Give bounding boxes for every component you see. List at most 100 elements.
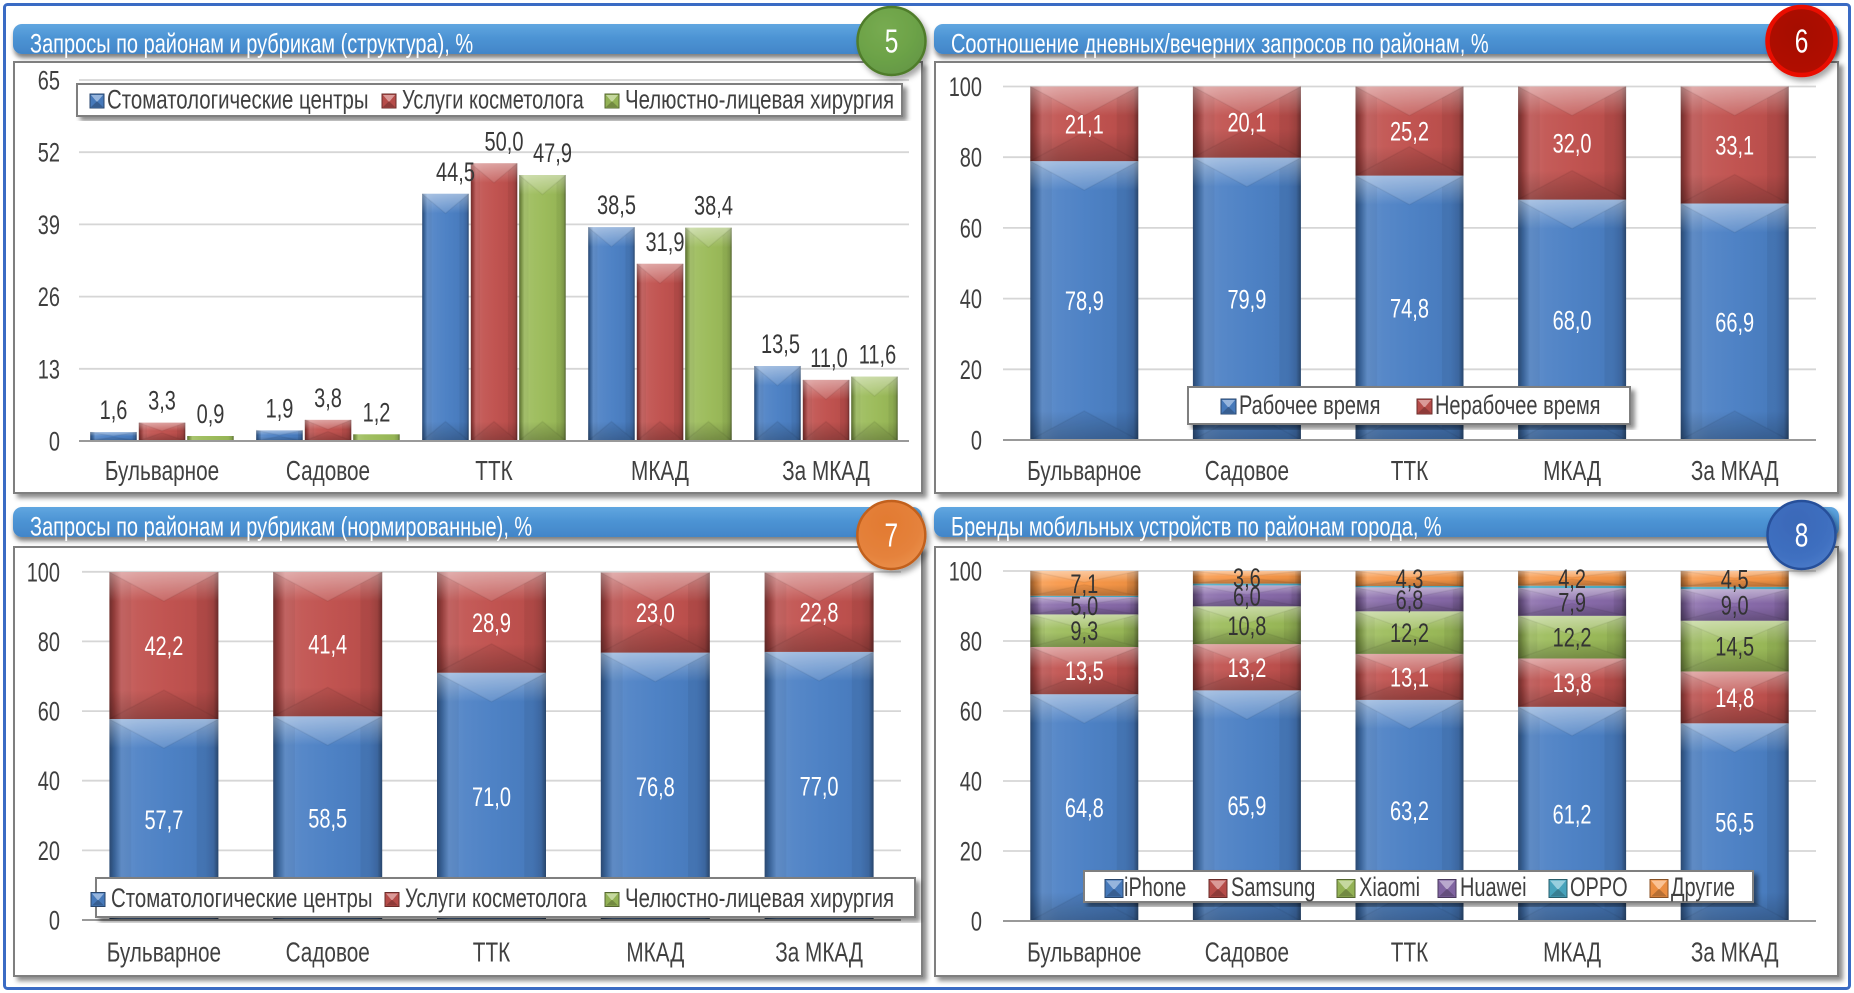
svg-text:22,8: 22,8 [800, 598, 839, 628]
svg-text:За МКАД: За МКАД [1691, 937, 1779, 968]
svg-text:8: 8 [1795, 517, 1809, 554]
svg-text:28,9: 28,9 [472, 608, 511, 638]
svg-text:1,9: 1,9 [266, 393, 294, 423]
svg-text:80: 80 [960, 143, 982, 173]
svg-text:100: 100 [949, 557, 982, 587]
svg-text:Samsung: Samsung [1231, 872, 1315, 902]
svg-text:6,0: 6,0 [1233, 581, 1261, 611]
svg-text:МКАД: МКАД [1543, 455, 1601, 486]
svg-text:12,2: 12,2 [1390, 618, 1429, 648]
svg-text:42,2: 42,2 [144, 631, 183, 661]
svg-text:ТТК: ТТК [475, 455, 513, 486]
svg-text:4,5: 4,5 [1721, 564, 1749, 594]
svg-text:9,3: 9,3 [1070, 616, 1098, 646]
svg-text:11,6: 11,6 [859, 340, 896, 370]
svg-text:14,5: 14,5 [1715, 632, 1754, 662]
svg-text:20: 20 [960, 355, 982, 385]
svg-text:Бульварное: Бульварное [1027, 937, 1141, 968]
svg-text:21,1: 21,1 [1065, 109, 1104, 139]
svg-text:9,0: 9,0 [1721, 591, 1749, 621]
svg-text:7,1: 7,1 [1070, 569, 1098, 599]
svg-text:61,2: 61,2 [1553, 799, 1592, 829]
svg-text:14,8: 14,8 [1715, 683, 1754, 713]
svg-text:65,9: 65,9 [1227, 791, 1266, 821]
svg-text:74,8: 74,8 [1390, 293, 1429, 323]
svg-text:Нерабочее время: Нерабочее время [1435, 390, 1601, 420]
svg-text:13,1: 13,1 [1390, 662, 1429, 692]
svg-text:41,4: 41,4 [308, 630, 347, 660]
svg-text:Садовое: Садовое [286, 455, 370, 486]
svg-text:За МКАД: За МКАД [1691, 455, 1779, 486]
svg-text:13,5: 13,5 [1065, 656, 1104, 686]
svg-text:OPPO: OPPO [1570, 872, 1628, 902]
svg-text:52: 52 [38, 138, 60, 168]
svg-text:66,9: 66,9 [1715, 307, 1754, 337]
svg-text:Huawei: Huawei [1460, 872, 1527, 902]
svg-text:Садовое: Садовое [1205, 937, 1289, 968]
svg-text:40: 40 [960, 767, 982, 797]
svg-text:25,2: 25,2 [1390, 117, 1429, 147]
svg-text:80: 80 [960, 627, 982, 657]
svg-text:Бульварное: Бульварное [105, 455, 219, 486]
svg-text:Услуги косметолога: Услуги косметолога [405, 883, 588, 913]
svg-text:23,0: 23,0 [636, 598, 675, 628]
svg-text:Рабочее время: Рабочее время [1239, 390, 1381, 420]
svg-text:31,9: 31,9 [646, 227, 685, 257]
svg-text:За МКАД: За МКАД [782, 455, 870, 486]
svg-text:ТТК: ТТК [473, 937, 511, 968]
svg-text:10,8: 10,8 [1227, 611, 1266, 641]
svg-text:За МКАД: За МКАД [775, 937, 863, 968]
svg-text:Челюстно-лицевая хирургия: Челюстно-лицевая хирургия [625, 883, 894, 913]
svg-text:МКАД: МКАД [631, 455, 689, 486]
svg-text:3,6: 3,6 [1233, 563, 1261, 593]
svg-text:20,1: 20,1 [1227, 108, 1266, 138]
svg-text:57,7: 57,7 [144, 805, 183, 835]
svg-text:0: 0 [49, 906, 60, 936]
svg-text:39: 39 [38, 210, 60, 240]
svg-text:65: 65 [38, 66, 60, 96]
svg-text:7,9: 7,9 [1558, 588, 1586, 618]
svg-text:32,0: 32,0 [1553, 129, 1592, 159]
svg-text:4,3: 4,3 [1396, 564, 1424, 594]
svg-text:13,5: 13,5 [761, 329, 800, 359]
svg-text:4,2: 4,2 [1558, 564, 1586, 594]
svg-text:13,8: 13,8 [1553, 668, 1592, 698]
svg-text:40: 40 [960, 284, 982, 314]
svg-text:33,1: 33,1 [1715, 131, 1754, 161]
svg-text:Услуги косметолога: Услуги косметолога [402, 85, 585, 115]
svg-text:Xiaomi: Xiaomi [1359, 872, 1420, 902]
svg-text:63,2: 63,2 [1390, 796, 1429, 826]
svg-text:20: 20 [38, 836, 60, 866]
svg-text:МКАД: МКАД [626, 937, 684, 968]
svg-text:Садовое: Садовое [286, 937, 370, 968]
svg-text:38,4: 38,4 [694, 191, 733, 221]
svg-text:38,5: 38,5 [597, 190, 636, 220]
svg-text:60: 60 [960, 213, 982, 243]
svg-text:Соотношение дневных/вечерних з: Соотношение дневных/вечерних запросов по… [951, 28, 1489, 58]
svg-text:77,0: 77,0 [800, 771, 839, 801]
svg-text:3,8: 3,8 [314, 383, 342, 413]
svg-text:Бренды мобильных устройств по: Бренды мобильных устройств по районам го… [951, 511, 1442, 541]
svg-text:5,0: 5,0 [1070, 591, 1098, 621]
svg-text:6,8: 6,8 [1396, 585, 1424, 615]
svg-text:Стоматологические центры: Стоматологические центры [111, 883, 373, 913]
svg-text:13,2: 13,2 [1227, 653, 1266, 683]
svg-text:78,9: 78,9 [1065, 286, 1104, 316]
svg-text:50,0: 50,0 [485, 126, 524, 156]
svg-text:Запросы по районам и рубрикам: Запросы по районам и рубрикам (структура… [30, 28, 473, 58]
svg-text:0: 0 [971, 907, 982, 937]
svg-text:0: 0 [49, 427, 60, 457]
svg-text:0: 0 [971, 426, 982, 456]
svg-text:ТТК: ТТК [1391, 937, 1429, 968]
svg-text:Бульварное: Бульварное [107, 937, 221, 968]
svg-text:56,5: 56,5 [1715, 808, 1754, 838]
svg-text:7: 7 [885, 517, 899, 554]
svg-text:20: 20 [960, 837, 982, 867]
svg-text:60: 60 [38, 697, 60, 727]
svg-text:13: 13 [38, 354, 60, 384]
svg-text:Другие: Другие [1671, 872, 1735, 902]
svg-text:100: 100 [27, 557, 60, 587]
svg-text:79,9: 79,9 [1227, 284, 1266, 314]
svg-text:44,5: 44,5 [436, 157, 475, 187]
svg-text:100: 100 [949, 72, 982, 102]
